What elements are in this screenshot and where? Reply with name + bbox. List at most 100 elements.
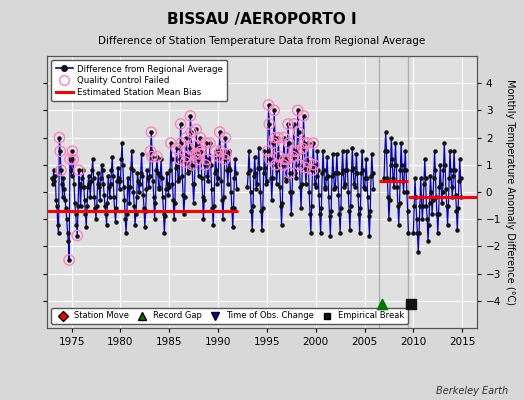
Point — [93, 202, 101, 209]
Point — [184, 170, 192, 176]
Point — [446, 167, 455, 174]
Point — [332, 170, 340, 176]
Point — [283, 156, 291, 162]
Point — [208, 186, 216, 192]
Point — [302, 181, 310, 187]
Point — [84, 183, 92, 190]
Point — [336, 230, 344, 236]
Point — [49, 181, 57, 187]
Point — [128, 148, 136, 154]
Point — [417, 194, 425, 201]
Point — [62, 216, 71, 222]
Point — [189, 181, 197, 187]
Point — [171, 164, 180, 171]
Point — [314, 167, 322, 174]
Point — [230, 205, 238, 212]
Point — [144, 175, 152, 182]
Point — [381, 148, 389, 154]
Point — [186, 113, 194, 119]
Point — [387, 134, 396, 141]
Point — [438, 200, 446, 206]
Point — [82, 224, 91, 230]
Point — [75, 181, 84, 187]
Point — [190, 200, 198, 206]
Point — [199, 216, 208, 222]
Point — [190, 181, 199, 187]
Point — [263, 178, 271, 184]
Point — [322, 175, 331, 182]
Point — [161, 213, 169, 220]
Point — [138, 172, 147, 179]
Point — [110, 194, 118, 201]
Point — [73, 232, 81, 239]
Point — [202, 156, 211, 162]
Point — [183, 154, 191, 160]
Point — [206, 140, 214, 146]
Point — [446, 148, 454, 154]
Point — [455, 156, 464, 162]
Point — [102, 210, 110, 217]
Point — [289, 154, 297, 160]
Point — [166, 167, 174, 174]
Point — [402, 167, 410, 174]
Point — [434, 210, 443, 217]
Point — [361, 186, 369, 192]
Point — [177, 121, 185, 127]
Point — [279, 162, 287, 168]
Point — [397, 140, 406, 146]
Point — [324, 172, 332, 179]
Point — [54, 230, 63, 236]
Point — [205, 159, 213, 165]
Point — [87, 178, 95, 184]
Text: Berkeley Earth: Berkeley Earth — [436, 386, 508, 396]
Point — [125, 200, 134, 206]
Point — [59, 194, 67, 201]
Point — [181, 159, 190, 165]
Point — [339, 148, 347, 154]
Point — [319, 148, 327, 154]
Point — [283, 156, 291, 162]
Point — [294, 129, 303, 135]
Point — [409, 230, 418, 236]
Point — [112, 205, 121, 212]
Point — [320, 167, 328, 174]
Point — [390, 162, 399, 168]
Point — [405, 230, 413, 236]
Point — [200, 197, 209, 203]
Point — [215, 154, 223, 160]
Point — [221, 156, 229, 162]
Point — [148, 154, 156, 160]
Point — [211, 170, 219, 176]
Point — [199, 194, 207, 201]
Point — [437, 181, 445, 187]
Point — [228, 205, 236, 212]
Point — [169, 197, 178, 203]
Point — [109, 172, 117, 179]
Point — [308, 202, 316, 209]
Point — [355, 210, 363, 217]
Point — [333, 151, 341, 157]
Point — [378, 300, 386, 307]
Point — [243, 183, 252, 190]
Point — [356, 205, 365, 212]
Point — [89, 156, 97, 162]
Point — [249, 202, 257, 209]
Point — [174, 178, 182, 184]
Point — [222, 151, 231, 157]
Point — [197, 148, 205, 154]
Point — [307, 230, 315, 236]
Point — [337, 170, 346, 176]
Point — [52, 197, 60, 203]
Point — [63, 230, 72, 236]
Point — [340, 183, 348, 190]
Point — [311, 183, 320, 190]
Point — [69, 156, 78, 162]
Point — [216, 148, 225, 154]
Point — [214, 175, 222, 182]
Point — [176, 156, 184, 162]
Point — [122, 230, 130, 236]
Point — [168, 181, 177, 187]
Point — [447, 183, 456, 190]
Point — [349, 164, 357, 171]
Point — [162, 186, 170, 192]
